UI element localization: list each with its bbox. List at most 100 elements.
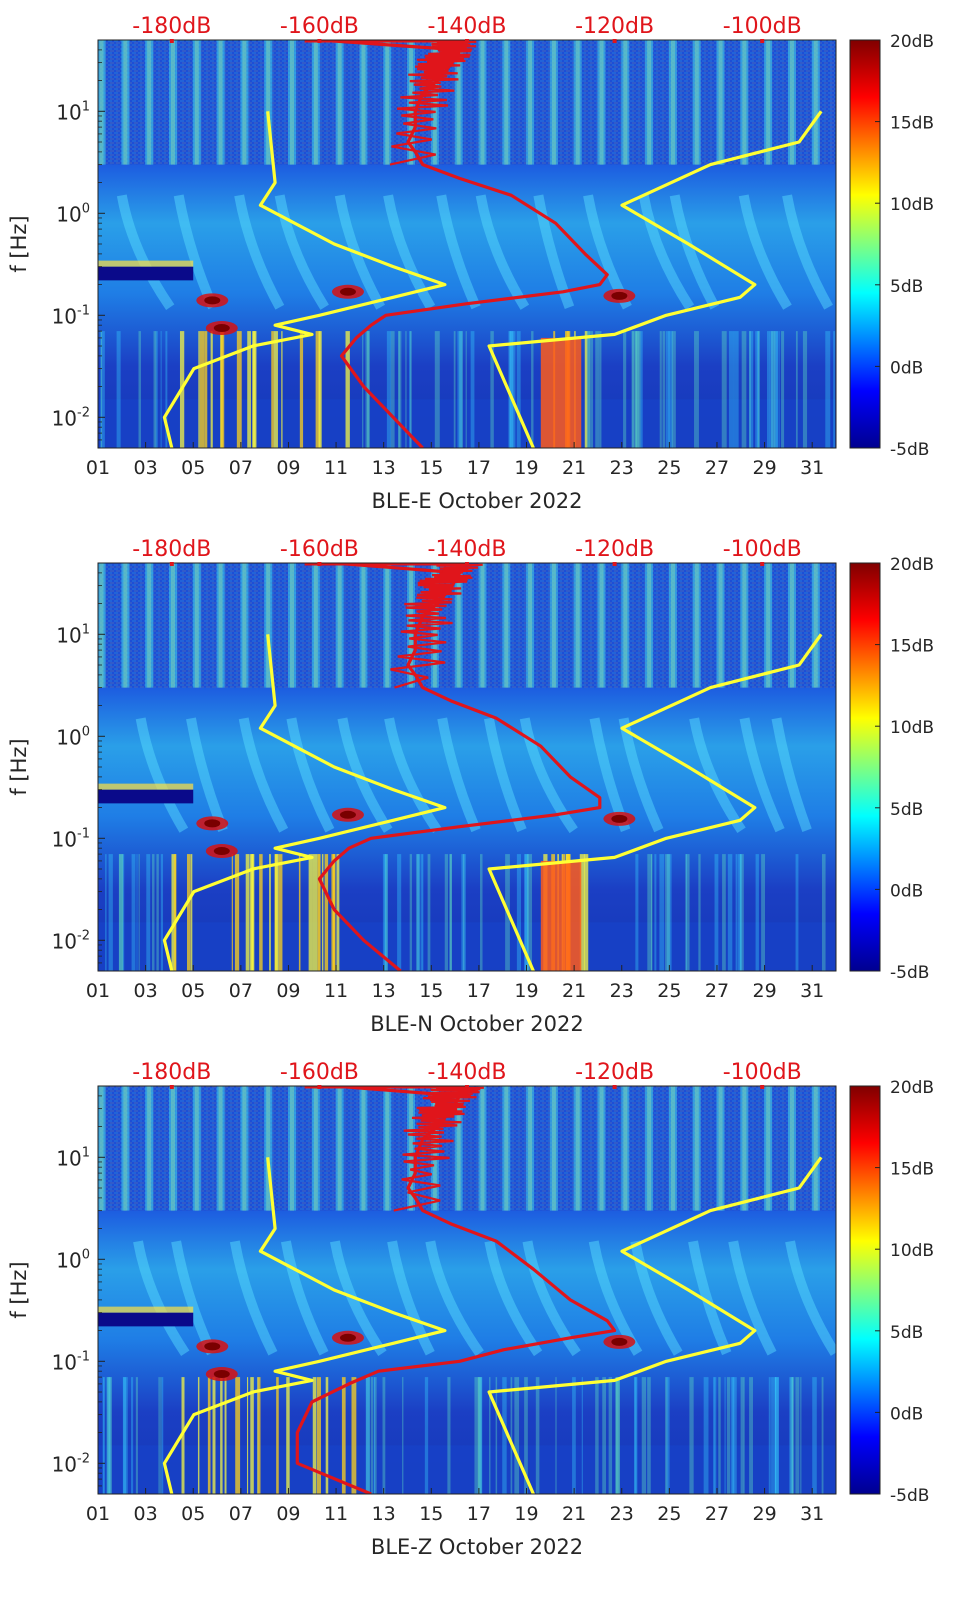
colorbar-label: 20dB <box>890 1078 934 1098</box>
energy-blob-core <box>213 847 230 856</box>
x-tick-label: 11 <box>324 980 348 1002</box>
x-tick-label: 11 <box>324 457 348 479</box>
lf-energy-bar <box>409 331 411 448</box>
y-tick-label: 10-2 <box>52 405 90 430</box>
microseism-plume <box>280 1240 329 1356</box>
top-db-tick <box>612 1085 617 1089</box>
top-db-tick <box>465 1085 469 1089</box>
microseism-plume <box>238 717 289 833</box>
top-db-label: -120dB <box>575 14 654 39</box>
microseism-plume <box>522 1240 581 1357</box>
lf-energy-bar <box>615 1377 620 1494</box>
y-axis-label: f [Hz] <box>7 1261 31 1318</box>
x-tick-label: 23 <box>610 980 634 1002</box>
lf-energy-bar <box>776 331 778 448</box>
microseism-plume <box>234 194 285 310</box>
diurnal-stripe-core <box>528 40 533 165</box>
diurnal-stripe <box>621 40 630 165</box>
diurnal-stripe-core <box>528 1086 533 1211</box>
diurnal-stripe <box>98 40 106 165</box>
diurnal-stripe <box>764 563 773 688</box>
diurnal-stripe <box>264 1086 273 1211</box>
lf-energy-bar <box>740 854 744 971</box>
high-noise-model-curve <box>487 633 823 971</box>
top-db-label: -180dB <box>132 14 211 39</box>
microseism-plume <box>383 194 436 310</box>
diurnal-stripe-core <box>599 40 604 165</box>
colorbar-label: 15dB <box>890 637 934 657</box>
dark-band <box>98 266 194 281</box>
lf-energy-bar <box>748 331 751 448</box>
lf-energy-bar <box>608 1377 613 1494</box>
diurnal-stripe-core <box>266 1086 271 1211</box>
lf-energy-bar <box>749 1377 754 1494</box>
energy-blob-core <box>204 296 221 305</box>
spectrogram-heatmap <box>98 563 836 971</box>
microseism-plume <box>771 717 812 832</box>
lf-energy-bar <box>662 331 666 448</box>
lf-energy-bar <box>247 331 251 448</box>
lf-energy-bar <box>726 1377 731 1494</box>
diurnal-stripe <box>740 1086 749 1211</box>
top-db-label: -140dB <box>428 14 507 39</box>
x-tick-label: 01 <box>86 457 110 479</box>
hf-texture <box>98 40 836 165</box>
colorbar-label: -5dB <box>890 963 929 983</box>
lf-energy-bar <box>615 1377 618 1494</box>
lf-energy-bar <box>640 331 643 448</box>
top-db-label: -120dB <box>575 1060 654 1085</box>
diurnal-stripe-core <box>575 563 580 688</box>
lf-energy-bar <box>516 854 522 971</box>
diurnal-stripe-core <box>170 563 175 688</box>
lf-energy-bar <box>105 854 107 971</box>
lf-energy-bar <box>478 1377 483 1494</box>
colorbar-label: 5dB <box>890 1323 923 1343</box>
lf-energy-bar <box>651 854 653 971</box>
diurnal-stripe-core <box>99 1086 104 1211</box>
diurnal-stripe <box>502 1086 511 1211</box>
diurnal-stripe-core <box>838 40 842 165</box>
microseism-plume <box>133 1240 190 1356</box>
lf-energy-bar <box>774 1377 777 1494</box>
top-db-label: -160dB <box>280 1060 359 1085</box>
diurnal-stripe-core <box>694 40 699 165</box>
lf-energy-bar <box>366 1377 370 1494</box>
x-tick-label: 27 <box>705 980 729 1002</box>
lf-energy-bar <box>757 331 760 448</box>
lf-energy-bar <box>459 331 463 448</box>
y-tick-label: 10-2 <box>52 1451 90 1476</box>
lf-energy-bar <box>224 1377 227 1494</box>
diurnal-stripe-core <box>504 40 509 165</box>
lf-energy-bar <box>146 854 151 971</box>
lf-energy-bar <box>800 1377 802 1494</box>
lf-energy-bar <box>790 1377 795 1494</box>
lf-energy-bar <box>531 331 534 448</box>
diurnal-stripe <box>288 40 297 165</box>
diurnal-stripe-core <box>290 1086 295 1211</box>
diurnal-stripe-core <box>670 563 675 688</box>
diurnal-stripe <box>311 563 320 688</box>
diurnal-stripe-core <box>599 563 604 688</box>
lf-energy-bar <box>512 331 516 448</box>
x-tick-label: 05 <box>181 457 205 479</box>
x-tick-label: 09 <box>276 1503 300 1525</box>
diurnal-stripe-core <box>290 40 295 165</box>
lf-energy-bar <box>402 1377 404 1494</box>
x-tick-label: 01 <box>86 980 110 1002</box>
diurnal-stripe <box>526 1086 535 1211</box>
hf-texture <box>98 1086 836 1211</box>
diurnal-stripe <box>335 1086 344 1211</box>
panel-2: -180dB -160dB -140dB -120dB -100dB 01 03 05 07 09… <box>7 537 934 1036</box>
diurnal-stripe <box>240 1086 249 1211</box>
lf-energy-bar <box>665 854 670 971</box>
diurnal-stripe-core <box>647 40 652 165</box>
lf-energy-bar <box>416 854 420 971</box>
diurnal-stripe <box>645 563 654 688</box>
diurnal-stripe-core <box>623 1086 628 1211</box>
lf-energy-bar <box>286 1377 290 1494</box>
diurnal-stripe-core <box>218 1086 223 1211</box>
diurnal-stripe <box>716 1086 725 1211</box>
diurnal-stripe <box>240 40 249 165</box>
diurnal-stripe-core <box>218 563 223 688</box>
lf-energy-bar <box>131 1377 134 1494</box>
